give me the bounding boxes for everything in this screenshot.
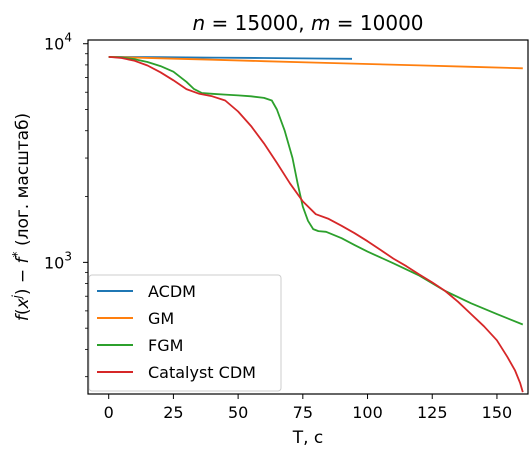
axis-ticks: 0 25 50 75 100 125 150 103 104 [44, 31, 512, 422]
x-tick-label: 25 [163, 403, 183, 422]
plot-frame [87, 39, 529, 395]
y-axis-label: f(xj) − f* (лог. масштаб) [10, 113, 33, 321]
legend-label: GM [148, 309, 174, 328]
title-n-value: = 15000, [205, 11, 311, 35]
legend-label: ACDM [148, 282, 196, 301]
legend-label: FGM [148, 336, 183, 355]
x-tick-label: 125 [417, 403, 448, 422]
x-tick-label: 0 [104, 403, 114, 422]
legend: ACDM GM FGM Catalyst CDM [88, 274, 282, 392]
series-line-gm [108, 56, 523, 70]
title-n: n [192, 11, 205, 35]
y-tick-label: 103 [44, 249, 72, 272]
legend-label: Catalyst CDM [148, 363, 256, 382]
series-line-fgm [108, 56, 524, 326]
title-m: m [311, 11, 330, 35]
x-tick-label: 150 [482, 403, 513, 422]
x-tick-label: 50 [228, 403, 248, 422]
x-axis-label: T, c [292, 428, 324, 447]
legend-box [88, 274, 282, 392]
series-line-acdm [108, 56, 353, 60]
chart-title: n = 15000, m = 10000 [192, 11, 423, 35]
y-tick-label: 104 [44, 31, 72, 54]
series-lines [108, 56, 524, 393]
x-tick-label: 75 [293, 403, 313, 422]
series-line-catalyst-cdm [108, 56, 524, 393]
title-m-value: = 10000 [330, 11, 423, 35]
x-tick-label: 100 [352, 403, 383, 422]
